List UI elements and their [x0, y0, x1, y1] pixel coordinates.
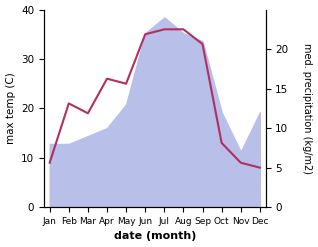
Y-axis label: max temp (C): max temp (C)	[5, 72, 16, 144]
X-axis label: date (month): date (month)	[114, 231, 196, 242]
Y-axis label: med. precipitation (kg/m2): med. precipitation (kg/m2)	[302, 43, 313, 174]
